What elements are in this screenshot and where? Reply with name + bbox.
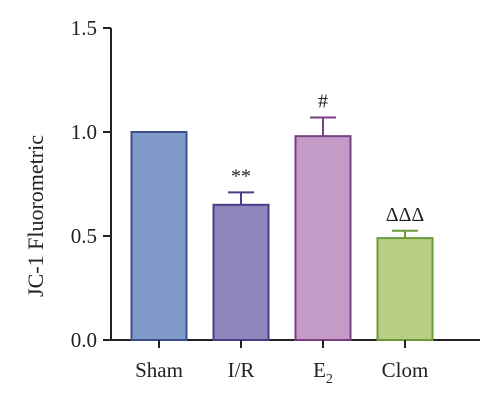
x-tick-label-subscript: 2 (326, 372, 333, 387)
significance-label: # (318, 90, 328, 112)
y-tick-label: 1.0 (71, 120, 97, 144)
plot-area: 0.0 0.5 1.0 1.5 Sham ** I/R # E2 ΔΔΔ Clom (71, 16, 480, 387)
y-tick-label: 1.5 (71, 16, 97, 40)
x-tick-label: Clom (382, 358, 429, 382)
y-tick-label: 0.0 (71, 328, 97, 352)
bar-ir (212, 203, 270, 341)
y-tick-label: 0.5 (71, 224, 97, 248)
x-tick-label: I/R (228, 358, 255, 382)
bar-sham (130, 131, 188, 341)
significance-label: ΔΔΔ (386, 204, 425, 226)
x-tick-label: E2 (313, 358, 333, 387)
y-axis-label: JC-1 Fluorometric (23, 135, 48, 297)
bar-clom (376, 237, 434, 341)
significance-label: ** (231, 165, 251, 187)
x-tick-label: Sham (135, 358, 183, 382)
bar-e (294, 135, 352, 341)
